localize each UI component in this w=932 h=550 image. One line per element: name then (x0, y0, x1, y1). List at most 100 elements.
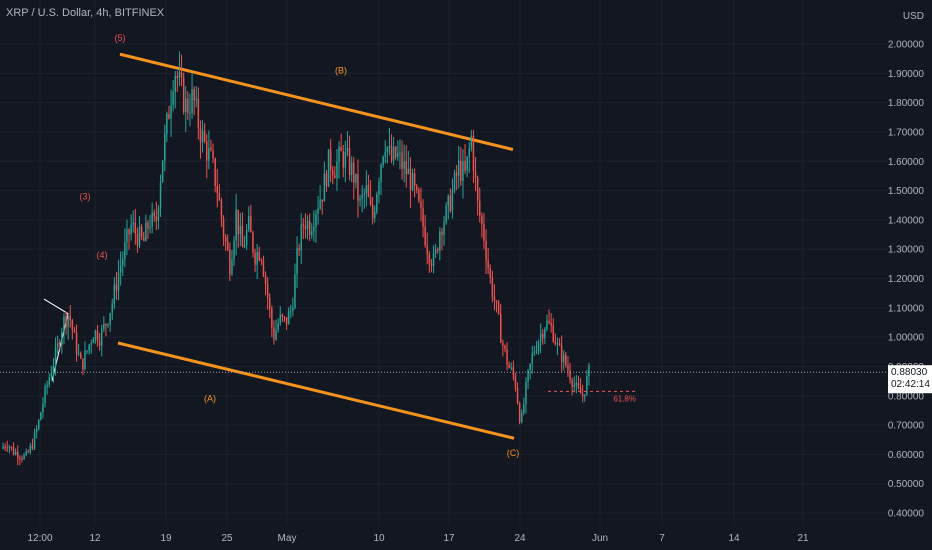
candle-body (250, 215, 252, 233)
candle-body (212, 149, 214, 159)
candle-body (128, 229, 130, 235)
wave-label: (5) (115, 33, 126, 43)
currency-selector[interactable]: USD (894, 6, 928, 24)
candle-body (132, 223, 134, 225)
price-tick-label: 0.70000 (888, 421, 925, 432)
candle-body (35, 428, 38, 433)
candle-body (464, 160, 466, 171)
candle-body (413, 173, 416, 186)
candle-body (512, 367, 515, 375)
candle-body (27, 451, 29, 453)
last-price-value: 0.88030 (891, 367, 928, 378)
time-tick-label: May (278, 533, 297, 544)
wave-label: (4) (97, 250, 108, 260)
symbol-title[interactable]: XRP / U.S. Dollar, 4h, BITFINEX (6, 7, 165, 19)
candle-body (571, 379, 573, 387)
candle-body (479, 200, 481, 216)
candle-body (495, 300, 498, 303)
candle-body (134, 223, 137, 234)
candle-body (90, 343, 92, 345)
candle-body (443, 222, 445, 235)
candle-body (529, 363, 531, 371)
candle-body (122, 258, 124, 266)
time-tick-label: 12:00 (27, 533, 52, 544)
candle-body (502, 342, 504, 346)
candle-body (418, 189, 420, 201)
candle-body (411, 173, 414, 191)
candle-body (164, 133, 166, 161)
candle-body (206, 141, 208, 161)
candle-body (67, 316, 69, 328)
candle-body (42, 403, 44, 413)
candle-body (56, 342, 59, 348)
candle-body (73, 329, 76, 333)
candle-body (575, 383, 578, 385)
candle-body (481, 215, 483, 225)
price-tick-label: 0.40000 (888, 509, 925, 520)
candle-body (178, 72, 181, 78)
candle-body (445, 205, 447, 223)
candle-body (510, 367, 512, 369)
candle-body (155, 216, 158, 221)
candle-body (483, 224, 485, 242)
candle-body (21, 458, 23, 460)
candle-body (107, 324, 109, 326)
candle-body (25, 451, 27, 455)
candle-body (376, 194, 378, 212)
fib-level: 61.8% (548, 390, 636, 403)
candle-body (523, 404, 525, 413)
candle-body (6, 447, 8, 449)
candle-body (367, 185, 370, 197)
candle-body (266, 283, 269, 298)
candle-body (23, 454, 25, 459)
candle-body (365, 185, 368, 194)
candle-body (4, 446, 6, 448)
candle-body (149, 226, 151, 229)
candle-body (586, 376, 588, 395)
time-axis[interactable]: 12:00 12 19 25 May 10 17 24 Jun 7 14 21 (27, 533, 809, 544)
candle-body (432, 253, 435, 266)
price-axis[interactable]: 2.00000 1.90000 1.80000 1.70000 1.60000 1.500… (888, 0, 932, 550)
candle-body (407, 168, 410, 175)
candle-body (504, 345, 506, 349)
candle-body (174, 75, 176, 93)
candle-body (296, 248, 298, 275)
candle-body (92, 339, 95, 344)
time-tick-label: 12 (89, 533, 101, 544)
time-tick-label: 21 (797, 533, 809, 544)
wave-label: (B) (335, 65, 347, 75)
bar-countdown: 02:42:14 (891, 379, 930, 390)
candle-body (455, 172, 458, 176)
channel-line-lower (117, 341, 515, 440)
candle-body (138, 226, 141, 246)
candle-body (96, 330, 99, 342)
candle-body (537, 341, 540, 352)
candle-body (416, 185, 418, 190)
candle-body (420, 200, 422, 208)
candle-body (75, 332, 78, 354)
time-tick-label: 7 (659, 533, 665, 544)
candle-body (69, 316, 71, 321)
candle-body (462, 160, 464, 181)
candle-body (378, 182, 380, 195)
candle-body (539, 334, 542, 342)
candle-body (390, 146, 393, 161)
candle-body (220, 200, 223, 219)
candle-body (2, 446, 4, 449)
candle-body (489, 268, 491, 278)
candle-body (544, 328, 546, 339)
candle-body (237, 209, 239, 235)
candle-body (193, 88, 195, 101)
candle-body (552, 325, 554, 342)
candle-body (491, 277, 494, 297)
candle-body (336, 161, 338, 179)
candle-body (294, 274, 296, 309)
candle-body (439, 231, 441, 251)
candle-body (371, 204, 374, 219)
candle-body (182, 77, 185, 112)
candle-body (392, 147, 395, 161)
candle-body (245, 229, 248, 246)
candle-body (348, 147, 351, 176)
candle-body (77, 353, 80, 355)
